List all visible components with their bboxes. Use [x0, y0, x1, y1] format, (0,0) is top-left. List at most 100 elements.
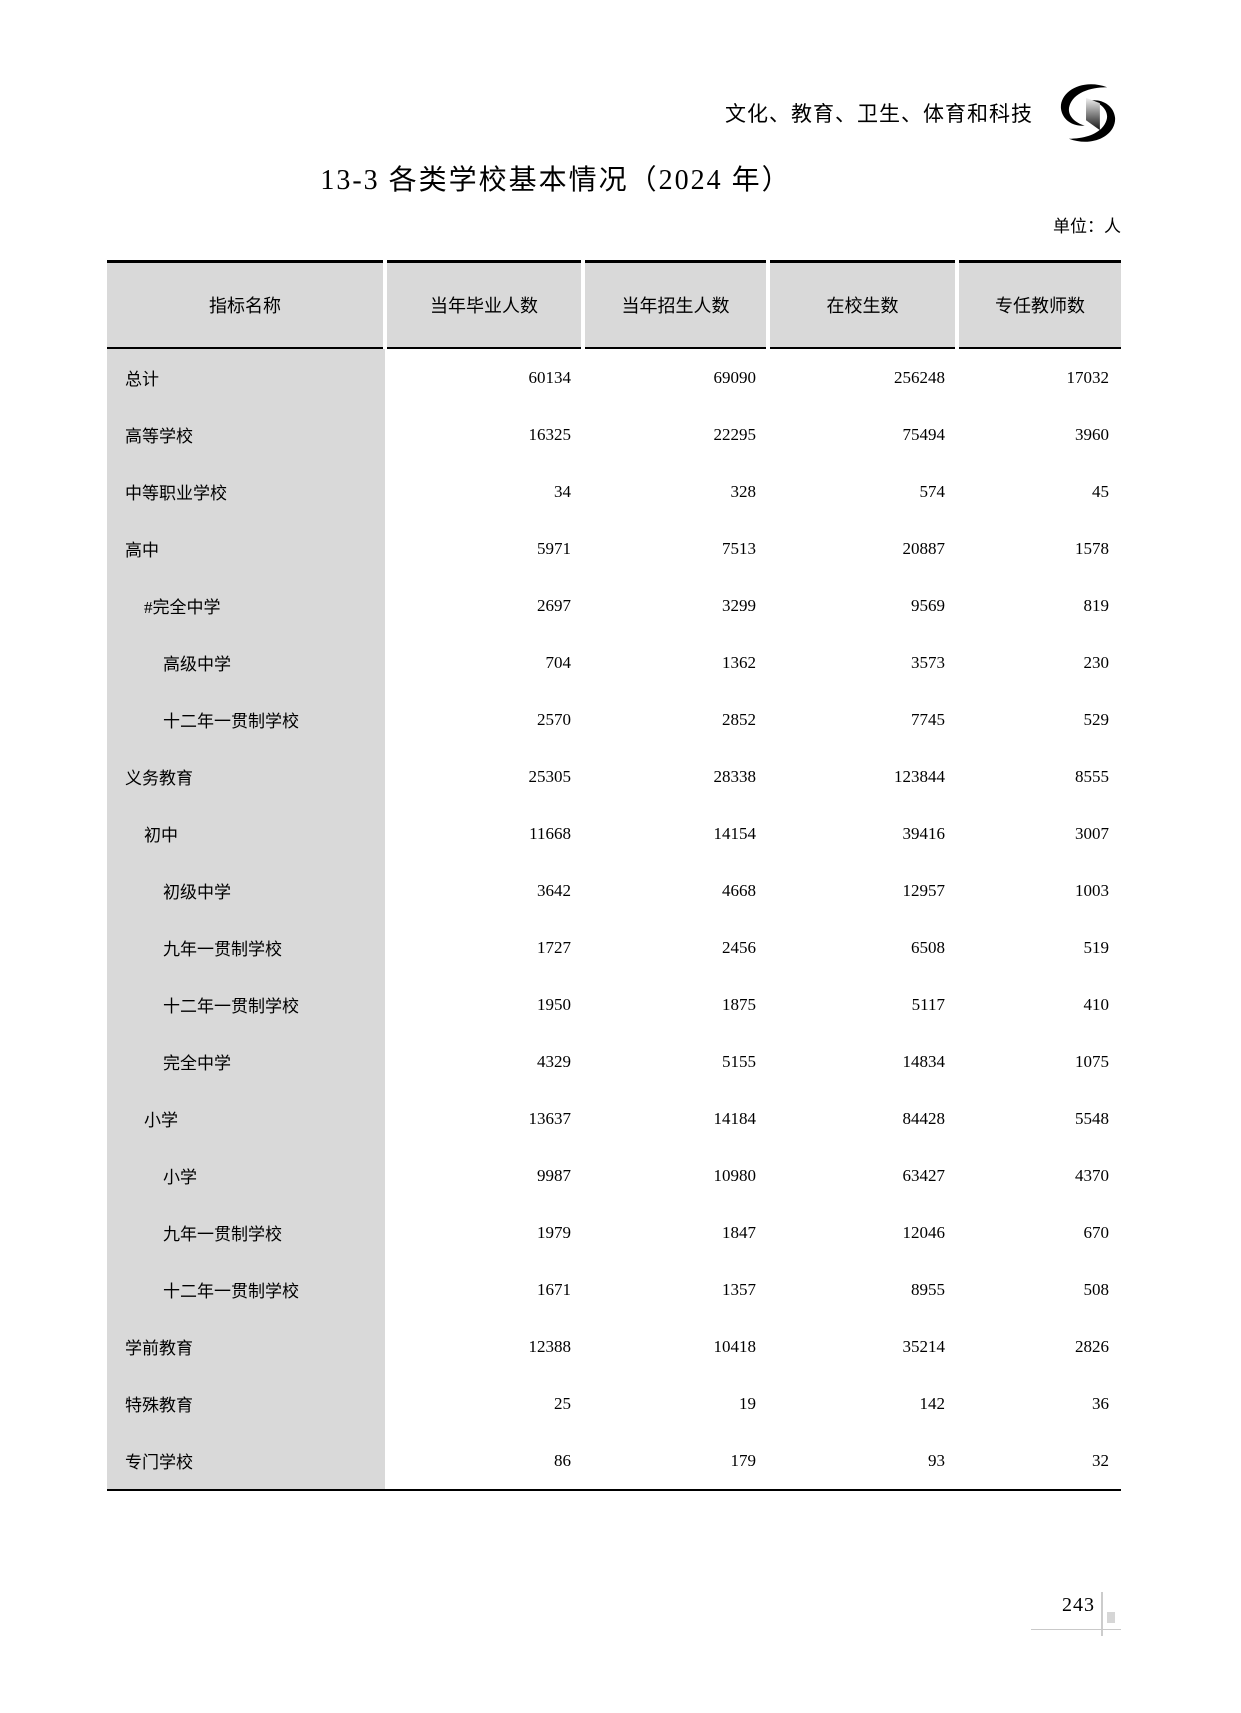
row-label: 高级中学 — [107, 634, 385, 691]
cell-value: 28338 — [713, 766, 757, 786]
cell-value: 179 — [583, 1432, 768, 1491]
cell-value: 4329 — [537, 1051, 571, 1071]
cell-value: 704 — [545, 652, 572, 672]
row-label: 十二年一贯制学校 — [107, 691, 385, 748]
cell-value: 1671 — [537, 1279, 571, 1299]
row-label: 初中 — [107, 805, 385, 862]
table-row: 初中 11668 14154 39416 3007 — [107, 805, 1121, 862]
cell-value: 12957 — [902, 880, 946, 900]
table-row: 高中 5971 7513 20887 1578 — [107, 520, 1121, 577]
row-label: 十二年一贯制学校 — [107, 976, 385, 1033]
cell-value: 256248 — [894, 367, 945, 387]
cell-value: 10980 — [713, 1165, 757, 1185]
cell-value: 410 — [1083, 994, 1110, 1014]
cell-value: 25305 — [528, 766, 572, 786]
cell-value: 19 — [739, 1393, 756, 1413]
column-header-1: 当年毕业人数 — [383, 261, 583, 349]
table-row: 十二年一贯制学校 2570 2852 7745 529 — [107, 691, 1121, 748]
table-row: 十二年一贯制学校 1950 1875 5117 410 — [107, 976, 1121, 1033]
row-label: 特殊教育 — [107, 1375, 385, 1432]
cell-value: 7513 — [722, 538, 756, 558]
cell-value: 84428 — [902, 1108, 946, 1128]
cell-value: 8955 — [911, 1279, 945, 1299]
cell-value: 11668 — [529, 823, 571, 843]
cell-value: 32 — [957, 1432, 1121, 1491]
table-row: 高级中学 704 1362 3573 230 — [107, 634, 1121, 691]
publisher-swirl-logo-icon — [1060, 84, 1116, 142]
page-footer: 243 — [1000, 1592, 1141, 1640]
cell-value: 4370 — [1075, 1165, 1109, 1185]
cell-value: 60134 — [528, 367, 572, 387]
cell-value: 1950 — [537, 994, 571, 1014]
cell-value: 2852 — [722, 709, 756, 729]
row-label: 初级中学 — [107, 862, 385, 919]
cell-value: 819 — [1083, 595, 1110, 615]
cell-value: 6508 — [911, 937, 945, 957]
table-row: 初级中学 3642 4668 12957 1003 — [107, 862, 1121, 919]
row-label: 高等学校 — [107, 406, 385, 463]
cell-value: 9987 — [537, 1165, 571, 1185]
cell-value: 5155 — [722, 1051, 756, 1071]
cell-value: 3642 — [537, 880, 571, 900]
cell-value: 1075 — [1075, 1051, 1109, 1071]
cell-value: 142 — [919, 1393, 946, 1413]
cell-value: 17032 — [1066, 367, 1110, 387]
cell-value: 2570 — [537, 709, 571, 729]
table-row: 特殊教育 25 19 142 36 — [107, 1375, 1121, 1432]
row-label: 中等职业学校 — [107, 463, 385, 520]
cell-value: 36 — [1092, 1393, 1109, 1413]
cell-value: 9569 — [911, 595, 945, 615]
cell-value: 14154 — [713, 823, 757, 843]
cell-value: 35214 — [902, 1336, 946, 1356]
row-label: 九年一贯制学校 — [107, 1204, 385, 1261]
cell-value: 1003 — [1075, 880, 1109, 900]
column-header-2: 当年招生人数 — [581, 261, 768, 349]
cell-value: 5117 — [911, 994, 945, 1014]
cell-value: 328 — [730, 481, 757, 501]
page-number: 243 — [1062, 1594, 1095, 1616]
cell-value: 1578 — [1075, 538, 1109, 558]
school-stats-table: 指标名称 当年毕业人数 当年招生人数 在校生数 专任教师数 总计 60134 69090 25… — [107, 260, 1121, 1491]
cell-value: 2826 — [1075, 1336, 1109, 1356]
footer-horizontal-rule — [1031, 1629, 1121, 1630]
chapter-title: 文化、教育、卫生、体育和科技 — [725, 102, 1033, 126]
footer-marker — [1107, 1612, 1115, 1623]
row-label: 总计 — [107, 348, 385, 406]
table-row: 中等职业学校 34 328 574 45 — [107, 463, 1121, 520]
table-row: 义务教育 25305 28338 123844 8555 — [107, 748, 1121, 805]
cell-value: 93 — [768, 1432, 957, 1491]
cell-value: 69090 — [713, 367, 757, 387]
cell-value: 13637 — [528, 1108, 572, 1128]
cell-value: 45 — [1092, 481, 1109, 501]
cell-value: 22295 — [713, 424, 757, 444]
table-row: 九年一贯制学校 1727 2456 6508 519 — [107, 919, 1121, 976]
cell-value: 34 — [554, 481, 571, 501]
table-row: 学前教育 12388 10418 35214 2826 — [107, 1318, 1121, 1375]
row-label: 专门学校 — [107, 1432, 385, 1491]
table-row: 总计 60134 69090 256248 17032 — [107, 348, 1121, 406]
table-row: 小学 9987 10980 63427 4370 — [107, 1147, 1121, 1204]
cell-value: 1727 — [537, 937, 571, 957]
cell-value: 3573 — [911, 652, 945, 672]
cell-value: 3960 — [1075, 424, 1109, 444]
cell-value: 4668 — [722, 880, 756, 900]
cell-value: 574 — [919, 481, 946, 501]
row-label: 十二年一贯制学校 — [107, 1261, 385, 1318]
cell-value: 86 — [385, 1432, 583, 1491]
cell-value: 20887 — [902, 538, 946, 558]
row-label: #完全中学 — [107, 577, 385, 634]
cell-value: 12046 — [902, 1222, 946, 1242]
cell-value: 1362 — [722, 652, 756, 672]
cell-value: 75494 — [902, 424, 946, 444]
cell-value: 5548 — [1075, 1108, 1109, 1128]
cell-value: 508 — [1083, 1279, 1110, 1299]
cell-value: 230 — [1083, 652, 1110, 672]
cell-value: 2697 — [537, 595, 571, 615]
table-row: 高等学校 16325 22295 75494 3960 — [107, 406, 1121, 463]
column-header-3: 在校生数 — [766, 261, 957, 349]
row-label: 义务教育 — [107, 748, 385, 805]
cell-value: 1979 — [537, 1222, 571, 1242]
cell-value: 2456 — [722, 937, 756, 957]
cell-value: 8555 — [1075, 766, 1109, 786]
